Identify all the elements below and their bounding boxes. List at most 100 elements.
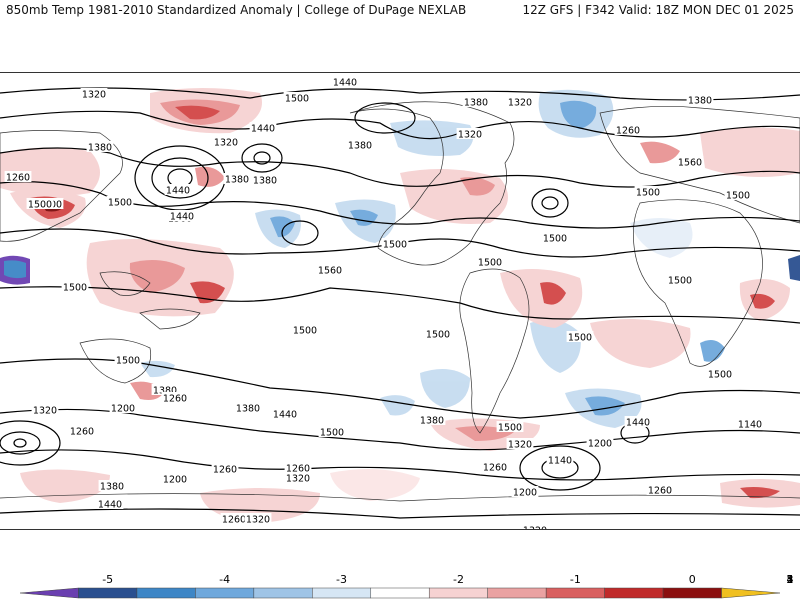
contour-label-text: 1260 — [6, 173, 30, 184]
contour-label: 1260 — [220, 513, 248, 526]
colorbar-tick-label: 5 — [787, 573, 794, 586]
contour-label: 1320 — [284, 472, 312, 485]
colorbar-tick-label: -3 — [336, 573, 347, 586]
contour-label-text: 1440 — [626, 418, 650, 429]
colorbar-tick-label: 0 — [689, 573, 696, 586]
contour-label: 1320 — [506, 96, 534, 109]
colorbar-swatch — [253, 587, 313, 599]
contour-label-text: 1320 — [33, 406, 57, 417]
contour-label-text: 1500 — [293, 326, 317, 337]
contour-label: 1440 — [624, 416, 652, 429]
contour-label-text: 1500 — [726, 191, 750, 202]
contour-label: 1500 — [291, 324, 319, 337]
contour-label: 1380 — [251, 174, 279, 187]
contour-label: 1320 — [456, 128, 484, 141]
contour-label-text: 1500 — [543, 234, 567, 245]
contour-label: 1380 — [686, 94, 714, 107]
contour-label: 1500 — [114, 354, 142, 367]
contour-label: 1260 — [211, 463, 239, 476]
contour-label-text: 1440 — [98, 500, 122, 511]
contour-label: 1320 — [31, 404, 59, 417]
contour-label-text: 1500 — [383, 240, 407, 251]
contour-label-text: 1260 — [286, 464, 310, 475]
contour-label: 1500 — [496, 421, 524, 434]
contour-label: 1440 — [271, 408, 299, 421]
contour-label-text: 1500 — [478, 258, 502, 269]
contour-label-text: 1500 — [28, 200, 52, 211]
contour-label: 1380 — [462, 96, 490, 109]
anomaly-map: 1440 1320 1500 1380 1440 1320 1380 1320 1260 1380… — [0, 72, 800, 530]
contour-label-text: 1140 — [548, 456, 572, 467]
contour-label: 1500 — [476, 256, 504, 269]
contour-label: 1260 — [646, 484, 674, 497]
contour-label: 1200 — [511, 486, 539, 499]
contour-label-text: 1380 — [253, 176, 277, 187]
contour-label: 1500 — [724, 189, 752, 202]
contour-label-text: 1380 — [153, 386, 177, 397]
contour-label-text: 1260 — [616, 126, 640, 137]
colorbar-swatch — [195, 587, 255, 599]
contour-label-text: 1260 — [163, 394, 187, 405]
contour-label: 1440 — [164, 184, 192, 197]
contour-label: 1440 — [168, 210, 196, 223]
contour-label-text: 1380 — [464, 98, 488, 109]
contour-label: 1320 — [212, 136, 240, 149]
contour-label-text: 1200 — [588, 439, 612, 450]
contour-label-text: 1560 — [318, 266, 342, 277]
colorbar-swatch — [370, 587, 430, 599]
colorbar-swatch — [19, 587, 79, 599]
contour-label: 1440 — [249, 122, 277, 135]
contour-label-text: 1320 — [82, 90, 106, 101]
contour-label-text: 1320 — [508, 440, 532, 451]
contour-label-text: 1500 — [108, 198, 132, 209]
contour-label: 1380 — [418, 414, 446, 427]
colorbar-swatch — [604, 587, 664, 599]
contour-label-text: 1320 — [508, 98, 532, 109]
contour-label: 1380 — [223, 173, 251, 186]
colorbar-swatch — [136, 587, 196, 599]
contour-label-text: 1440 — [166, 186, 190, 197]
contour-label: 1260 — [284, 462, 312, 475]
contour-label: 1500 — [424, 328, 452, 341]
contour-label-text: 1380 — [348, 141, 372, 152]
contour-label: 1440 — [96, 498, 124, 511]
colorbar-swatch — [78, 587, 138, 599]
contour-label-text: 1260 — [648, 486, 672, 497]
contour-label-text: 1380 — [420, 416, 444, 427]
contour-label: 1380 — [346, 139, 374, 152]
contour-label: 1380 — [98, 480, 126, 493]
colorbar-tick-label: 3 — [787, 573, 794, 586]
negative-anomaly-shading — [0, 89, 800, 428]
contour-label: 1200 — [109, 402, 137, 415]
contour-label: 1260 — [4, 171, 32, 184]
contour-label-text: 1380 — [100, 482, 124, 493]
map-title: 850mb Temp 1981-2010 Standardized Anomal… — [6, 3, 467, 17]
contour-label: 1200 — [586, 437, 614, 450]
contour-label: 1500 — [283, 92, 311, 105]
contour-label: 1560 — [316, 264, 344, 277]
contour-label: 1500 — [61, 281, 89, 294]
contour-label-text: 1320 — [214, 138, 238, 149]
contour-label-text: 1500 — [285, 94, 309, 105]
contour-label: 1500 — [26, 198, 54, 211]
contour-label-text: 1500 — [320, 428, 344, 439]
contour-label: 1260 — [614, 124, 642, 137]
contour-label-text: 1500 — [708, 370, 732, 381]
contour-label-text: 1380 — [688, 96, 712, 107]
contour-label-text: 1140 — [738, 420, 762, 431]
contour-label: 1380 — [151, 384, 179, 397]
contour-label-text: 1440 — [273, 410, 297, 421]
contour-label-text: 1200 — [513, 488, 537, 499]
contour-label-text: 1260 — [483, 463, 507, 474]
model-valid-time: 12Z GFS | F342 Valid: 18Z MON DEC 01 202… — [522, 3, 794, 17]
contour-label-text: 1500 — [498, 423, 522, 434]
colorbar — [19, 587, 781, 599]
colorbar-tick-label: -4 — [219, 573, 230, 586]
contour-label-text: 1500 — [636, 188, 660, 199]
contour-label-text: 1380 — [236, 404, 260, 415]
colorbar-swatch — [545, 587, 605, 599]
contour-label-text: 1440 — [170, 212, 194, 223]
contour-label: 1500 — [381, 238, 409, 251]
contour-label: 1380 — [86, 141, 114, 154]
